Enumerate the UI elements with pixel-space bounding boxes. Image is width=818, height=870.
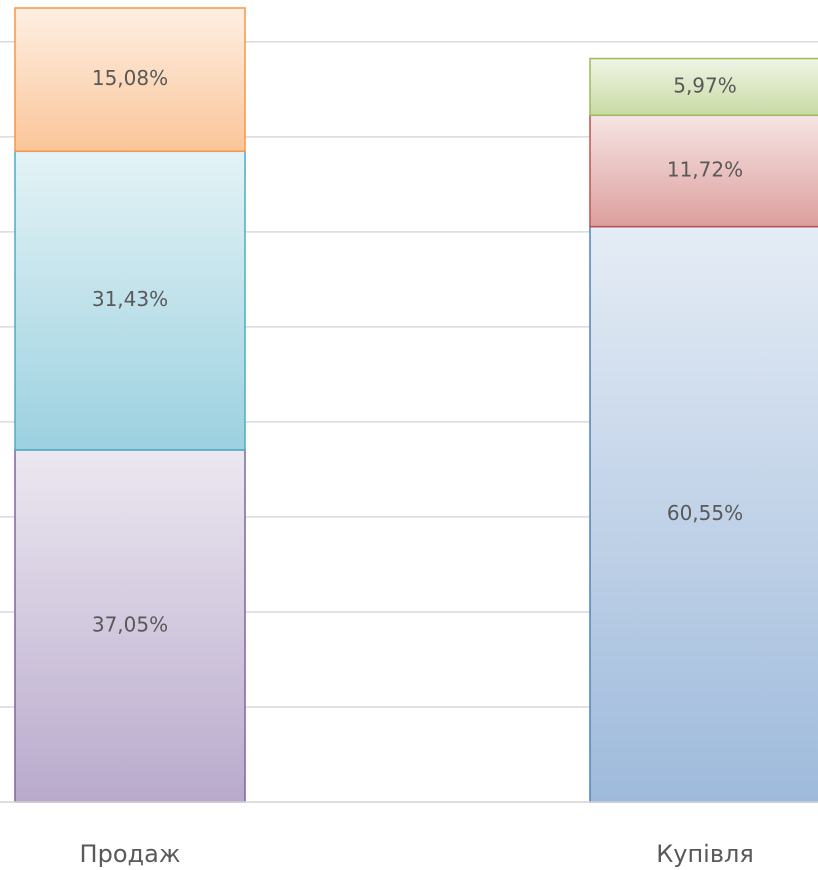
x-tick-label: Продаж: [80, 840, 181, 868]
bar-segment: [14, 7, 246, 153]
data-label: 31,43%: [92, 287, 168, 311]
bar-segment: [14, 150, 246, 451]
x-tick-label: Купівля: [656, 840, 754, 868]
bar-segment: [589, 57, 818, 117]
data-label: 15,08%: [92, 66, 168, 90]
bar-segment: [14, 449, 246, 803]
data-label: 11,72%: [667, 157, 743, 181]
bar-segment: [589, 225, 818, 803]
data-label: 37,05%: [92, 612, 168, 636]
data-label: 5,97%: [673, 73, 737, 97]
data-label: 60,55%: [667, 501, 743, 525]
bar-segment: [589, 114, 818, 228]
